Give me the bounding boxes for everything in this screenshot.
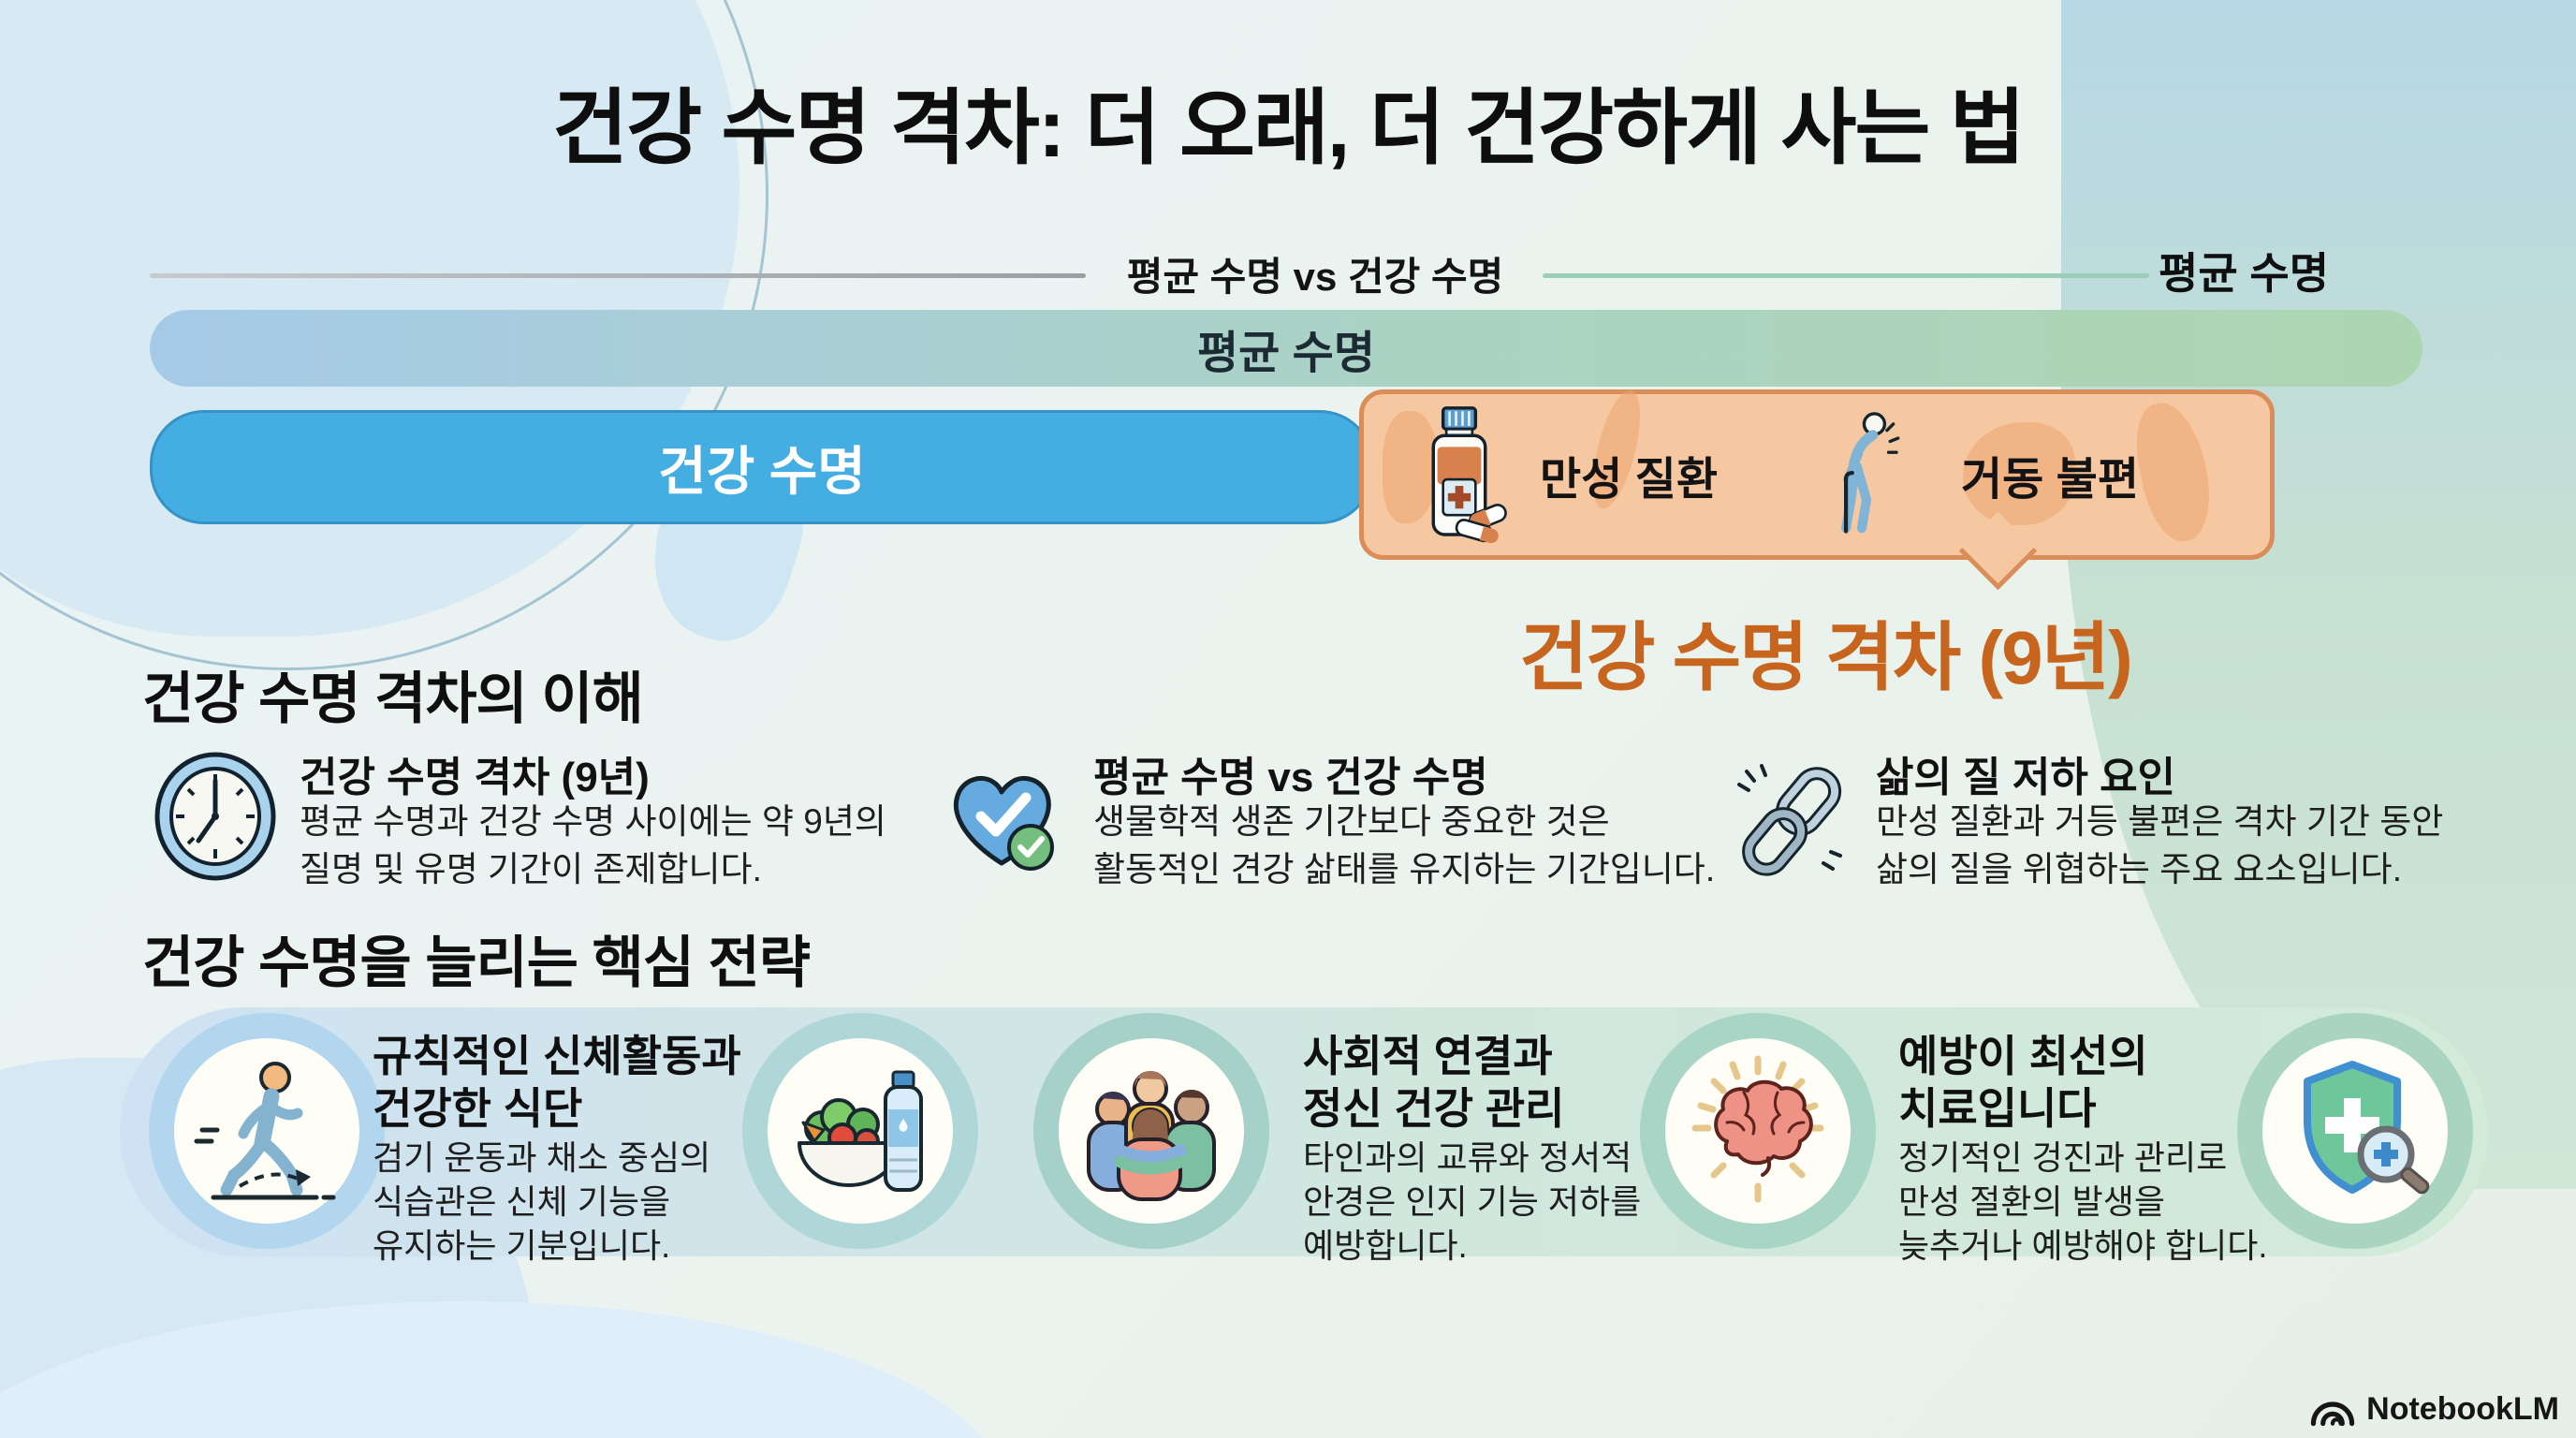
understanding-item-title: 삶의 질 저하 요인 [1876, 755, 2176, 800]
chronic-disease-label: 만성 질환 [1540, 455, 1718, 505]
brand-footer: NotebookLM [2308, 1391, 2559, 1428]
understanding-item-title: 평균 수명 vs 건강 수명 [1093, 755, 1488, 800]
strategy-title: 규칙적인 신체활동과 건강한 식단 [373, 1032, 741, 1134]
walking-person-icon [174, 1038, 359, 1224]
healthy-lifespan-bar-label: 건강 수명 [658, 441, 866, 501]
page-title: 건강 수명 격차: 더 오래, 더 건강하게 사는 법 [552, 81, 2026, 174]
chain-link-icon [1726, 755, 1857, 886]
strategy-circle [149, 1013, 385, 1249]
divider-line-right [1543, 273, 2149, 278]
healthy-lifespan-bar: 건강 수명 [150, 410, 1374, 524]
strategies-heading: 건강 수명을 늘리는 핵심 전략 [142, 932, 811, 994]
elderly-cane-icon [1811, 404, 1922, 549]
mobility-impairment-label: 거동 불편 [1961, 455, 2139, 505]
strategy-title: 예방이 최선의 치료입니다 [1898, 1032, 2148, 1134]
average-lifespan-bar-label: 평균 수명 [1197, 329, 1375, 378]
brain-icon [1665, 1038, 1851, 1224]
group-hug-icon [1059, 1038, 1244, 1224]
salad-water-icon [768, 1038, 953, 1224]
gap-callout: 만성 질환 거동 불편 [1359, 386, 2275, 591]
strategies-band [120, 1007, 2488, 1256]
strategy-body: 정기적인 겅진과 관리로 만성 절환의 발생을 늦추거나 예방해야 합니다. [1898, 1138, 2268, 1265]
callout-texture [1383, 411, 1439, 523]
callout-texture [2127, 396, 2220, 548]
average-lifespan-label: 평균 수명 [2159, 249, 2330, 298]
callout-texture [1963, 422, 2075, 525]
understanding-item-body: 만성 질환과 거등 불편은 격차 기간 동안 삶의 질을 위협하는 주요 요소입… [1876, 802, 2444, 889]
clock-icon [150, 751, 281, 882]
strategy-circle [1033, 1013, 1269, 1249]
strategy-circle [742, 1013, 978, 1249]
brand-label: NotebookLM [2366, 1391, 2559, 1427]
strategy-circle [2237, 1013, 2473, 1249]
strategy-body: 검기 운동과 채소 중심의 식습관은 신체 기능을 유지하는 기분입니다. [373, 1138, 711, 1265]
understanding-item-body: 평균 수명과 건강 수명 사이에는 약 9년의 질명 및 유명 기간이 존제합니… [300, 802, 886, 889]
gap-title: 건강 수명 격차 (9년) [1519, 616, 2133, 699]
average-lifespan-bar: 평균 수명 [150, 310, 2422, 387]
understanding-item-title: 건강 수명 격차 (9년) [300, 755, 650, 800]
understanding-item-body: 생물학적 생존 기간보다 중요한 것은 활동적인 견강 삶태를 유지하는 기간입… [1093, 802, 1716, 889]
strategy-circle [1640, 1013, 1876, 1249]
divider-line-left [150, 273, 1086, 278]
pill-bottle-icon [1411, 404, 1508, 549]
comparison-subtitle: 평균 수명 vs 건강 수명 [1126, 255, 1504, 299]
strategy-title: 사회적 연결과 정신 건강 관리 [1303, 1032, 1565, 1134]
shield-plus-icon [2262, 1038, 2448, 1224]
heart-check-icon [938, 755, 1069, 886]
notebooklm-icon [2310, 1401, 2355, 1426]
strategy-body: 타인과의 교류와 정서적 안경은 인지 기능 저하를 예방합니다. [1303, 1138, 1642, 1265]
understanding-heading: 건강 수명 격차의 이해 [142, 668, 644, 730]
